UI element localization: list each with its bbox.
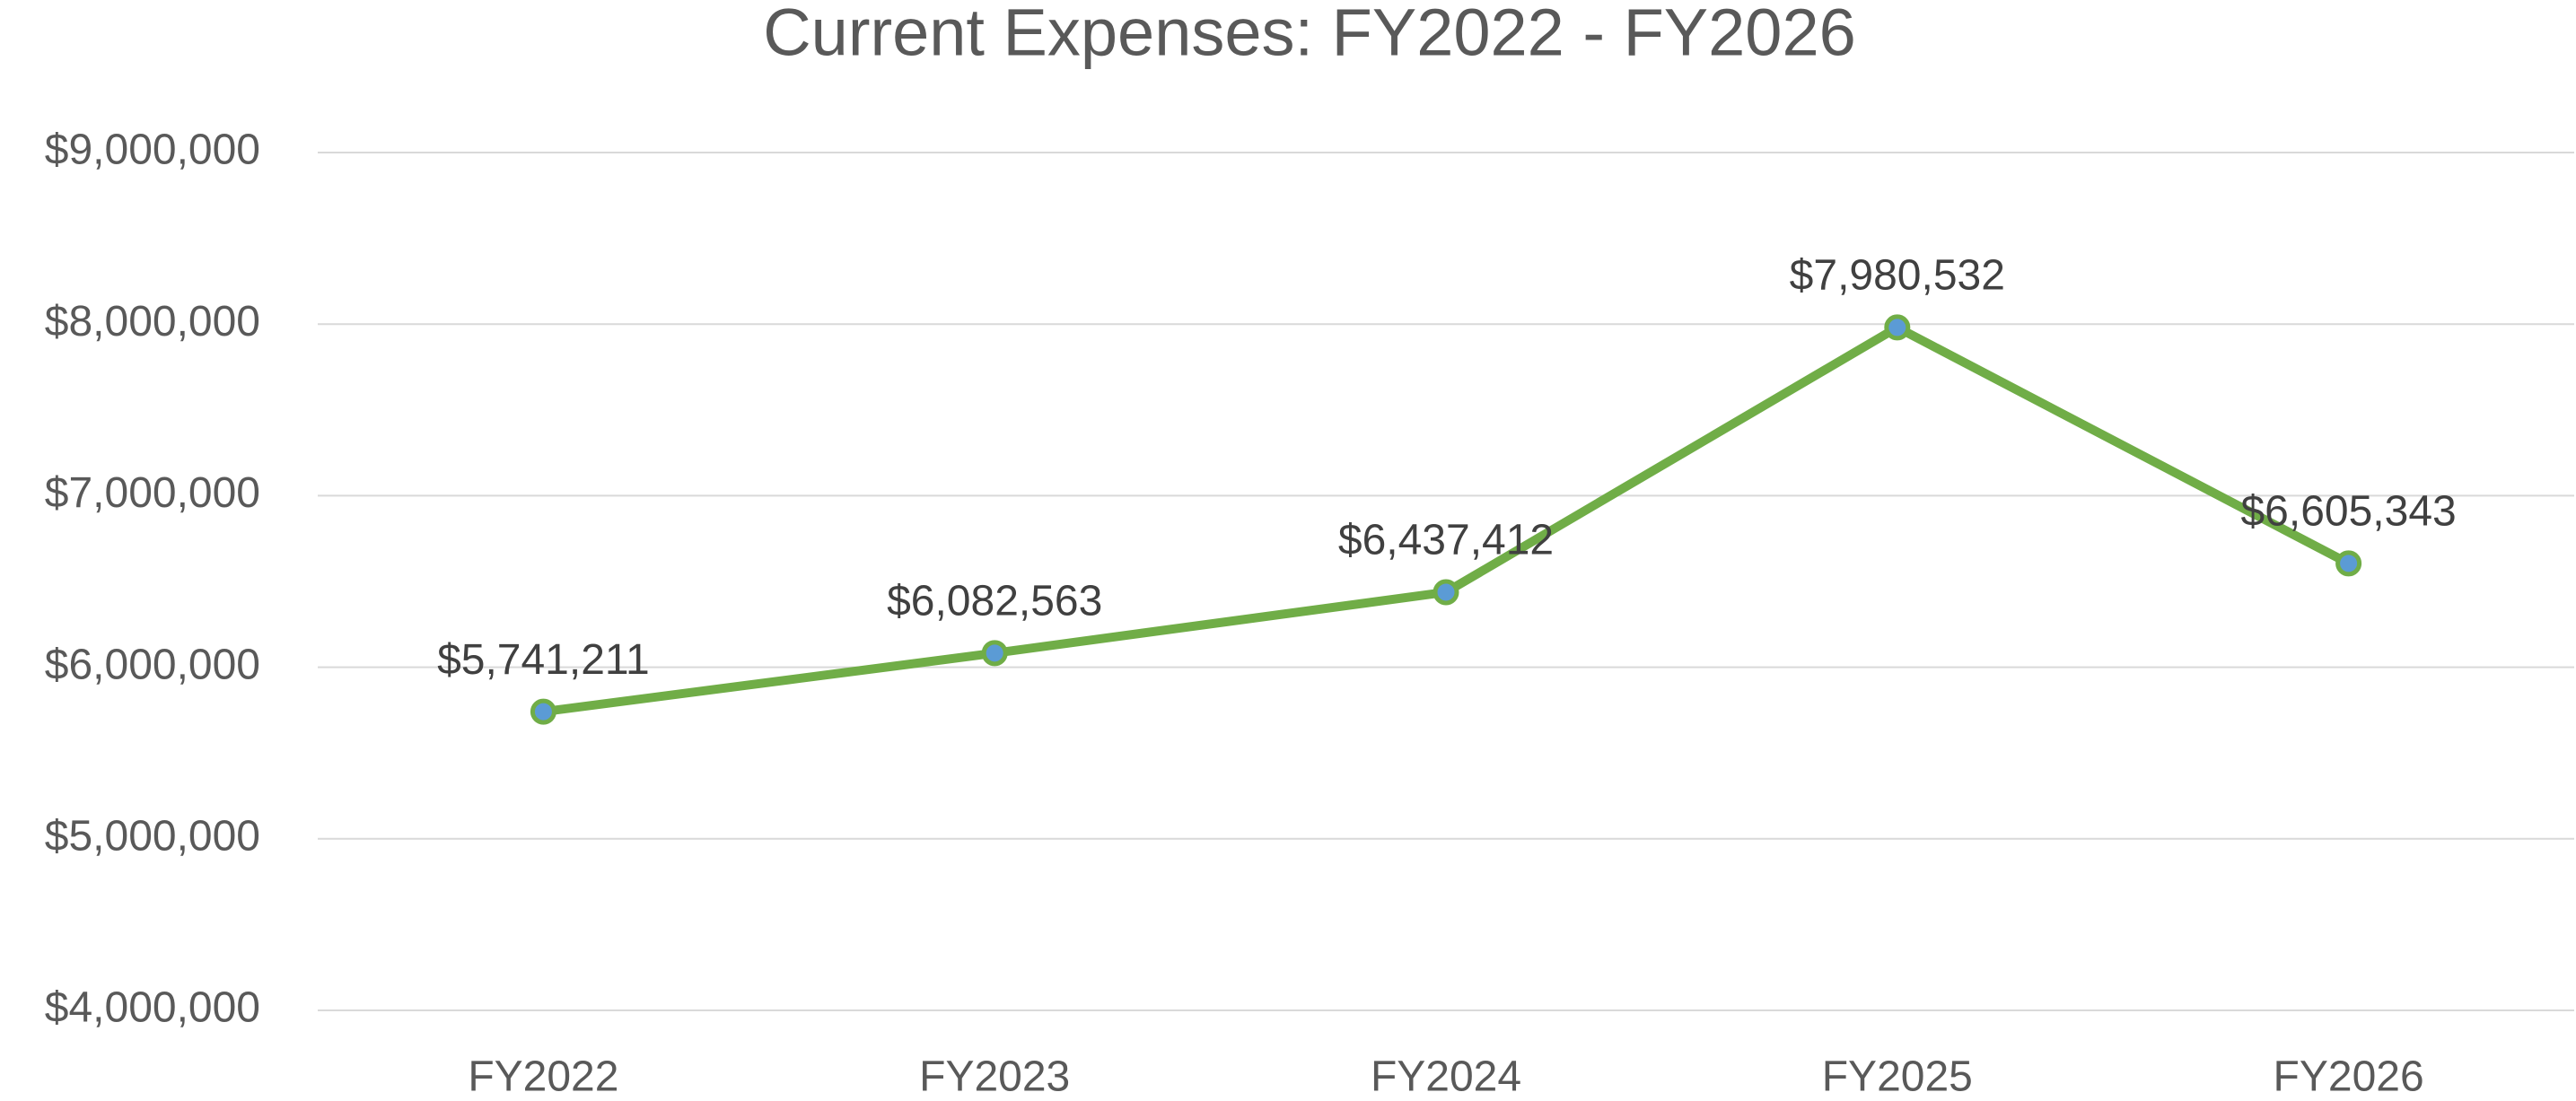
marker	[1884, 314, 1911, 341]
marker	[2335, 550, 2362, 577]
marker	[530, 698, 556, 725]
y-tick-label: $4,000,000	[45, 984, 260, 1032]
data-label: $7,980,532	[1790, 252, 2005, 300]
x-tick-label: FY2024	[1371, 1053, 1521, 1101]
y-tick-label: $8,000,000	[45, 298, 260, 345]
x-tick-label: FY2025	[1822, 1053, 1973, 1101]
x-tick-label: FY2023	[919, 1053, 1070, 1101]
marker	[981, 640, 1008, 667]
y-tick-label: $9,000,000	[45, 127, 260, 174]
data-label: $6,437,412	[1338, 517, 1554, 564]
data-label: $5,741,211	[437, 636, 650, 684]
chart-title: Current Expenses: FY2022 - FY2026	[763, 0, 1856, 70]
y-tick-label: $7,000,000	[45, 469, 260, 517]
x-tick-label: FY2022	[468, 1053, 618, 1101]
data-label: $6,082,563	[887, 577, 1102, 625]
marker	[1433, 579, 1459, 606]
data-label: $6,605,343	[2240, 488, 2456, 536]
y-tick-label: $5,000,000	[45, 812, 260, 860]
x-tick-label: FY2026	[2274, 1053, 2424, 1101]
y-tick-label: $6,000,000	[45, 641, 260, 688]
